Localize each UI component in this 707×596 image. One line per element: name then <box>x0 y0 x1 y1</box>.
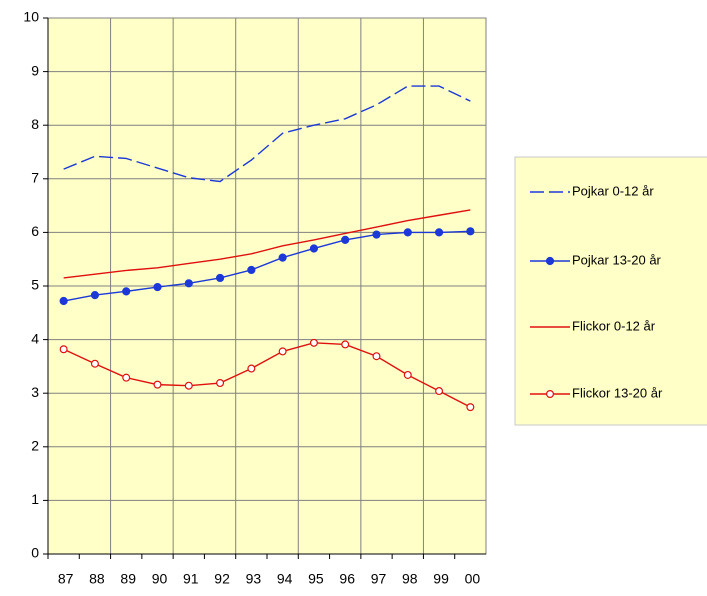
data-point <box>90 291 100 300</box>
data-point <box>122 287 131 296</box>
legend-marker <box>545 256 555 266</box>
series-line <box>63 209 471 279</box>
x-tick-label: 99 <box>433 571 449 587</box>
series-line <box>63 230 471 302</box>
y-tick-label: 7 <box>31 170 39 186</box>
x-tick-label: 98 <box>402 571 418 587</box>
x-tick-label: 92 <box>214 571 230 587</box>
legend-label: Flickor 0-12 år <box>572 318 656 333</box>
data-point <box>247 364 256 373</box>
data-point <box>466 403 475 412</box>
x-tick-label: 87 <box>58 571 74 587</box>
data-point <box>372 352 381 361</box>
x-tick-label: 00 <box>465 571 481 587</box>
data-point <box>153 282 162 292</box>
y-tick-label: 6 <box>31 223 39 239</box>
legend-marker <box>545 390 554 399</box>
data-point <box>90 359 99 368</box>
data-point <box>435 387 444 396</box>
x-tick-label: 90 <box>152 571 168 587</box>
legend-label: Flickor 13-20 år <box>572 385 663 400</box>
series-line <box>63 342 471 408</box>
data-point <box>59 345 68 354</box>
x-tick-label: 91 <box>183 571 199 587</box>
x-tick-label: 96 <box>339 571 355 587</box>
data-point <box>434 228 444 237</box>
y-tick-label: 2 <box>31 438 39 454</box>
data-point <box>341 235 350 245</box>
data-point <box>216 379 225 388</box>
data-point <box>403 228 412 237</box>
legend: Pojkar 0-12 år Pojkar 13-20 år Flickor 0-1… <box>514 156 707 426</box>
data-point <box>184 279 193 288</box>
data-point <box>309 338 318 347</box>
data-point <box>122 373 131 382</box>
y-tick-label: 0 <box>31 545 39 561</box>
x-tick-label: 88 <box>89 571 105 587</box>
x-tick-label: 94 <box>277 571 293 587</box>
legend-label: Pojkar 13-20 år <box>572 252 662 267</box>
data-point <box>466 227 475 236</box>
y-tick-label: 5 <box>31 277 39 293</box>
x-tick-label: 97 <box>371 571 387 587</box>
series-line <box>63 85 471 183</box>
data-point <box>403 370 412 379</box>
data-point <box>278 253 287 262</box>
data-point <box>153 380 162 389</box>
y-tick-label: 3 <box>31 384 39 400</box>
y-tick-label: 4 <box>31 330 39 346</box>
data-point <box>215 273 225 283</box>
data-point <box>309 244 319 253</box>
x-tick-label: 93 <box>246 571 262 587</box>
data-point <box>247 265 256 275</box>
data-point <box>59 296 68 306</box>
x-tick-label: 95 <box>308 571 324 587</box>
legend-label: Pojkar 0-12 år <box>572 183 654 198</box>
y-tick-label: 8 <box>31 116 39 132</box>
y-tick-label: 1 <box>31 491 39 507</box>
y-tick-label: 10 <box>23 9 39 25</box>
data-point <box>341 340 350 349</box>
legend-box <box>514 156 707 426</box>
data-point <box>372 230 381 239</box>
data-point <box>184 381 193 390</box>
data-point <box>278 347 287 356</box>
x-tick-label: 89 <box>120 571 136 587</box>
y-tick-label: 9 <box>31 62 39 78</box>
